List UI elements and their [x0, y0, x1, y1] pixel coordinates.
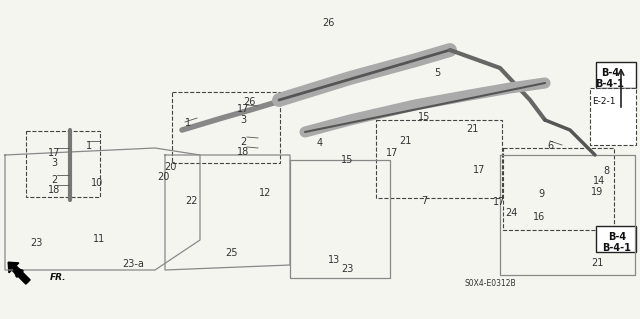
- Bar: [376, 120, 502, 198]
- Text: B-4: B-4: [601, 68, 619, 78]
- Text: 1: 1: [185, 118, 191, 128]
- Text: 23-a: 23-a: [122, 259, 144, 269]
- Text: 12: 12: [259, 188, 271, 198]
- Bar: [26, 131, 100, 197]
- Text: 6: 6: [547, 141, 553, 151]
- Text: 2: 2: [240, 137, 246, 147]
- Text: 17: 17: [473, 165, 485, 175]
- Text: 13: 13: [328, 255, 340, 265]
- Text: 8: 8: [603, 166, 609, 176]
- Text: 4: 4: [317, 138, 323, 148]
- Text: 14: 14: [593, 176, 605, 186]
- Text: 23: 23: [341, 264, 353, 274]
- Text: 26: 26: [243, 97, 255, 107]
- Text: 3: 3: [240, 115, 246, 125]
- Text: 21: 21: [399, 136, 411, 146]
- Text: 21: 21: [466, 124, 478, 134]
- Text: B-4: B-4: [608, 232, 626, 242]
- Text: 20: 20: [157, 172, 169, 182]
- Text: FR.: FR.: [50, 273, 67, 283]
- Text: 7: 7: [421, 196, 427, 206]
- Text: 18: 18: [237, 147, 249, 157]
- Text: E-2-1: E-2-1: [592, 97, 616, 106]
- Text: B-4-1: B-4-1: [603, 243, 632, 253]
- Text: 11: 11: [93, 234, 105, 244]
- Text: 15: 15: [418, 112, 430, 122]
- Text: 17: 17: [48, 148, 60, 158]
- Text: 16: 16: [533, 212, 545, 222]
- Text: 19: 19: [591, 187, 603, 197]
- Text: 2: 2: [51, 175, 57, 185]
- Text: 20: 20: [164, 162, 176, 172]
- Text: 24: 24: [505, 208, 517, 218]
- Bar: [503, 148, 614, 230]
- Text: 22: 22: [185, 196, 197, 206]
- Text: 17: 17: [386, 148, 398, 158]
- Text: 26: 26: [322, 18, 334, 28]
- Text: 5: 5: [434, 68, 440, 78]
- Text: 18: 18: [48, 185, 60, 195]
- Text: 25: 25: [225, 248, 237, 258]
- Bar: [590, 88, 636, 145]
- Text: S0X4-E0312B: S0X4-E0312B: [464, 279, 516, 288]
- Text: 15: 15: [341, 155, 353, 165]
- Text: 23: 23: [30, 238, 42, 248]
- Text: B-4-1: B-4-1: [596, 79, 625, 89]
- Text: 1: 1: [86, 141, 92, 151]
- Text: 10: 10: [91, 178, 103, 188]
- Text: 9: 9: [538, 189, 544, 199]
- Bar: [596, 62, 636, 88]
- Text: 17: 17: [493, 197, 505, 207]
- Text: 17: 17: [237, 104, 249, 114]
- Bar: [596, 226, 636, 252]
- Text: 3: 3: [51, 158, 57, 168]
- Bar: [172, 92, 280, 163]
- Text: 21: 21: [591, 258, 603, 268]
- FancyArrow shape: [8, 262, 30, 284]
